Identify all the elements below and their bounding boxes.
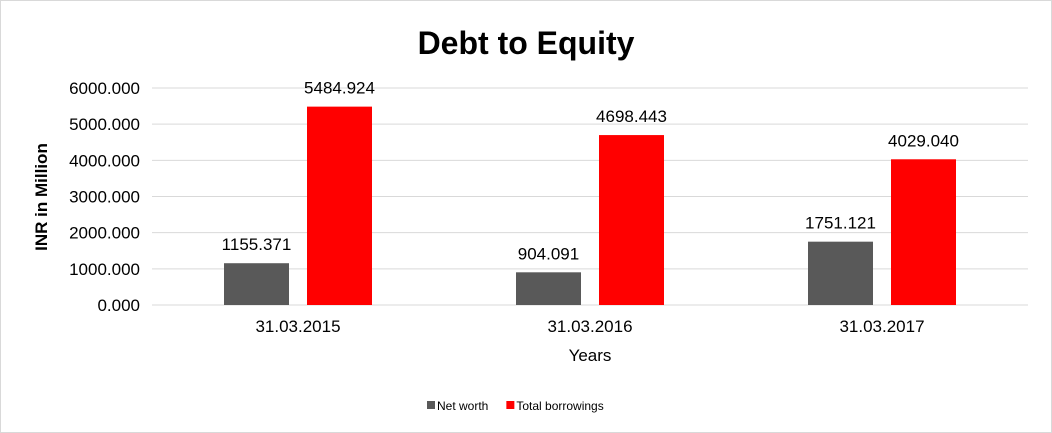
x-axis-label: Years — [569, 346, 612, 365]
x-tick-label: 31.03.2017 — [839, 317, 924, 336]
x-tick-label: 31.03.2016 — [547, 317, 632, 336]
data-label: 4029.040 — [888, 131, 959, 150]
data-label: 1155.371 — [222, 235, 292, 254]
bar-net-worth — [808, 241, 873, 305]
y-tick-label: 0.000 — [97, 296, 140, 315]
bar-total-borrowings — [307, 106, 372, 306]
y-tick-label: 1000.000 — [69, 260, 140, 279]
bar-net-worth — [224, 263, 289, 305]
y-tick-label: 4000.000 — [69, 151, 140, 170]
data-label: 1751.121 — [805, 214, 876, 233]
bar-total-borrowings — [599, 135, 664, 305]
x-tick-label: 31.03.2015 — [255, 317, 340, 336]
legend-label: Net worth — [437, 399, 488, 413]
data-label: 5484.924 — [304, 79, 375, 98]
y-tick-label: 3000.000 — [69, 188, 140, 207]
bar-net-worth — [516, 272, 581, 305]
y-axis-label: INR in Million — [32, 143, 51, 251]
bar-total-borrowings — [891, 159, 956, 305]
data-label: 904.091 — [518, 244, 579, 263]
y-tick-label: 6000.000 — [69, 79, 140, 98]
chart-title: Debt to Equity — [418, 25, 635, 61]
y-tick-label: 5000.000 — [69, 115, 140, 134]
data-label: 4698.443 — [596, 107, 667, 126]
y-tick-label: 2000.000 — [69, 224, 140, 243]
legend-swatch — [427, 401, 435, 409]
legend-label: Total borrowings — [516, 399, 603, 413]
legend-swatch — [506, 401, 515, 409]
